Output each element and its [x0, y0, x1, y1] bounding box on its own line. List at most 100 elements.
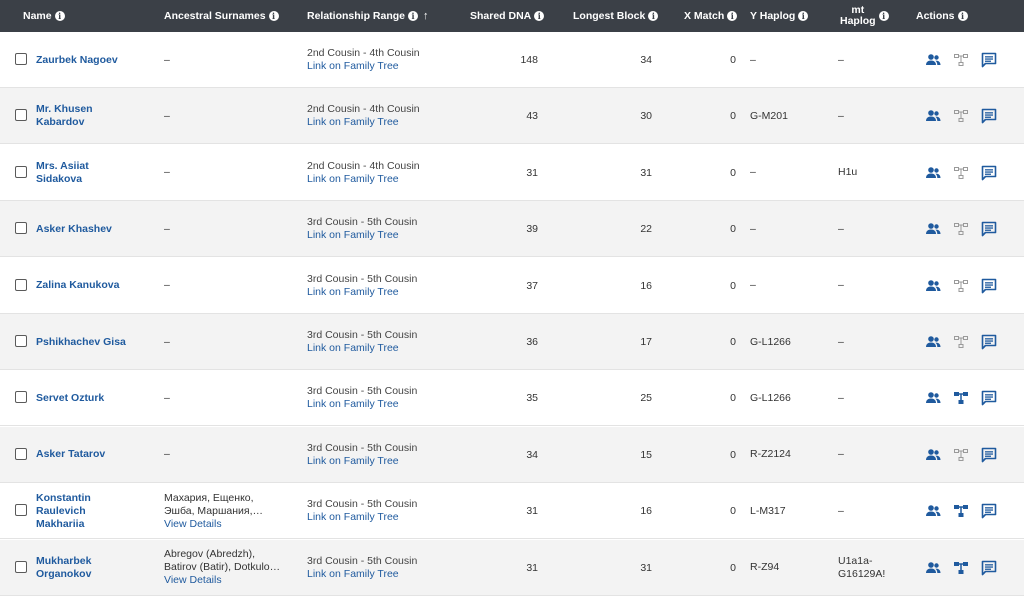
shared-matches-icon[interactable]: [925, 503, 941, 519]
match-name-link[interactable]: Mrs. Asiiat Sidakova: [36, 145, 146, 201]
table-row: Asker Khashev – 3rd Cousin - 5th Cousin …: [0, 201, 1024, 258]
match-name-line1[interactable]: Mr. Khusen: [36, 103, 93, 116]
match-name-link[interactable]: Servet Ozturk: [36, 370, 146, 426]
match-name-link[interactable]: Pshikhachev Gisa: [36, 314, 146, 370]
match-name-link[interactable]: Zaurbek Nagoev: [36, 32, 146, 88]
column-header-name[interactable]: Name i: [23, 0, 65, 32]
info-icon[interactable]: i: [648, 11, 659, 21]
match-name-line3[interactable]: Makhariia: [36, 517, 85, 530]
family-tree-icon[interactable]: [953, 278, 969, 294]
link-on-family-tree[interactable]: Link on Family Tree: [307, 116, 399, 129]
info-icon[interactable]: i: [727, 11, 738, 21]
match-name-line1[interactable]: Asker Khashev: [36, 222, 112, 235]
match-name-line1[interactable]: Servet Ozturk: [36, 391, 105, 404]
column-header-x-match[interactable]: X Match i: [684, 0, 738, 32]
family-tree-icon[interactable]: [953, 560, 969, 576]
match-name-line2[interactable]: Sidakova: [36, 172, 83, 185]
link-on-family-tree[interactable]: Link on Family Tree: [307, 342, 399, 354]
view-details-link[interactable]: View Details: [164, 574, 222, 587]
family-tree-icon[interactable]: [953, 221, 969, 237]
mt-haplog-line2: G16129A!: [838, 567, 886, 580]
info-icon[interactable]: i: [534, 11, 545, 21]
row-checkbox[interactable]: [15, 278, 27, 291]
row-checkbox[interactable]: [15, 560, 27, 573]
match-name-line1[interactable]: Pshikhachev Gisa: [36, 335, 126, 348]
info-icon[interactable]: i: [408, 11, 419, 21]
shared-matches-icon[interactable]: [925, 278, 941, 294]
match-name-line1[interactable]: Asker Tatarov: [36, 448, 106, 461]
row-checkbox[interactable]: [15, 222, 27, 235]
row-checkbox[interactable]: [15, 335, 27, 347]
column-header-surnames[interactable]: Ancestral Surnames i: [164, 0, 279, 32]
column-header-y-haplog[interactable]: Y Haplog i: [750, 0, 809, 32]
match-name-link[interactable]: Asker Tatarov: [36, 427, 146, 483]
match-name-link[interactable]: Mukharbek Organokov: [36, 540, 146, 596]
link-on-family-tree[interactable]: Link on Family Tree: [307, 229, 399, 242]
family-tree-icon[interactable]: [953, 52, 969, 68]
row-checkbox[interactable]: [15, 165, 27, 178]
link-on-family-tree[interactable]: Link on Family Tree: [307, 398, 399, 411]
match-name-line2[interactable]: Organokov: [36, 567, 92, 580]
column-header-longest-block[interactable]: Longest Block i: [573, 0, 659, 32]
x-match-value: 0: [730, 505, 736, 518]
row-checkbox[interactable]: [15, 504, 27, 517]
match-name-line1[interactable]: Zaurbek Nagoev: [36, 53, 118, 66]
message-icon[interactable]: [981, 52, 997, 68]
shared-matches-icon[interactable]: [925, 447, 941, 463]
message-icon[interactable]: [981, 165, 997, 181]
link-on-family-tree[interactable]: Link on Family Tree: [307, 567, 399, 580]
match-name-line1[interactable]: Mrs. Asiiat: [36, 159, 89, 172]
message-icon[interactable]: [981, 447, 997, 463]
mt-haplog-line1: –: [838, 109, 844, 122]
match-name-link[interactable]: Konstantin Raulevich Makhariia: [36, 483, 146, 539]
match-name-link[interactable]: Zalina Kanukova: [36, 258, 146, 314]
shared-matches-icon[interactable]: [925, 52, 941, 68]
match-name-line2[interactable]: Raulevich: [36, 504, 86, 517]
info-icon[interactable]: i: [54, 11, 65, 21]
info-icon[interactable]: i: [268, 11, 279, 21]
shared-matches-icon[interactable]: [925, 390, 941, 406]
row-checkbox[interactable]: [15, 53, 27, 65]
family-tree-icon[interactable]: [953, 108, 969, 124]
info-icon[interactable]: i: [798, 11, 809, 21]
message-icon[interactable]: [981, 390, 997, 406]
message-icon[interactable]: [981, 221, 997, 237]
family-tree-icon[interactable]: [953, 503, 969, 519]
match-name-link[interactable]: Mr. Khusen Kabardov: [36, 88, 146, 144]
shared-matches-icon[interactable]: [925, 334, 941, 350]
relationship-range: 2nd Cousin - 4th Cousin: [307, 47, 420, 59]
link-on-family-tree[interactable]: Link on Family Tree: [307, 511, 399, 524]
message-icon[interactable]: [981, 560, 997, 576]
row-checkbox[interactable]: [15, 109, 27, 122]
info-icon[interactable]: i: [957, 11, 968, 21]
info-icon[interactable]: i: [878, 11, 889, 21]
family-tree-icon[interactable]: [953, 165, 969, 181]
message-icon[interactable]: [981, 334, 997, 350]
link-on-family-tree[interactable]: Link on Family Tree: [307, 454, 399, 467]
shared-matches-icon[interactable]: [925, 108, 941, 124]
match-name-line1[interactable]: Mukharbek: [36, 554, 92, 567]
shared-matches-icon[interactable]: [925, 165, 941, 181]
message-icon[interactable]: [981, 108, 997, 124]
row-checkbox[interactable]: [15, 447, 27, 460]
family-tree-icon[interactable]: [953, 334, 969, 350]
shared-matches-icon[interactable]: [925, 560, 941, 576]
family-tree-icon[interactable]: [953, 390, 969, 406]
column-header-shared-dna[interactable]: Shared DNA i: [470, 0, 545, 32]
message-icon[interactable]: [981, 503, 997, 519]
view-details-link[interactable]: View Details: [164, 517, 222, 530]
match-name-line2[interactable]: Kabardov: [36, 116, 85, 129]
shared-matches-icon[interactable]: [925, 221, 941, 237]
family-tree-icon[interactable]: [953, 447, 969, 463]
row-checkbox[interactable]: [15, 391, 27, 404]
link-on-family-tree[interactable]: Link on Family Tree: [307, 60, 399, 72]
match-name-line1[interactable]: Konstantin: [36, 491, 91, 504]
match-name-link[interactable]: Asker Khashev: [36, 201, 146, 257]
link-on-family-tree[interactable]: Link on Family Tree: [307, 172, 399, 185]
message-icon[interactable]: [981, 278, 997, 294]
column-header-mt-haplog[interactable]: mt Haplog i: [840, 0, 889, 32]
sort-ascending-icon[interactable]: ↑: [423, 10, 429, 22]
column-header-relationship[interactable]: Relationship Range i ↑: [307, 10, 429, 22]
link-on-family-tree[interactable]: Link on Family Tree: [307, 285, 399, 298]
match-name-line1[interactable]: Zalina Kanukova: [36, 279, 120, 292]
